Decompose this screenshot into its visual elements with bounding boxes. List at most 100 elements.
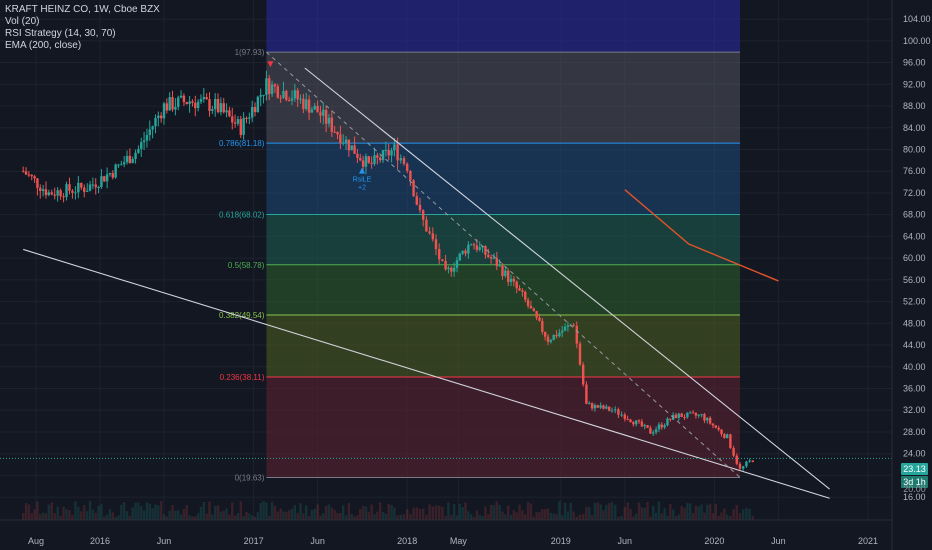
candle-body[interactable]	[723, 434, 726, 439]
candle-body[interactable]	[148, 129, 151, 136]
candlesticks[interactable]	[22, 70, 754, 471]
candle-body[interactable]	[376, 155, 379, 158]
candle-body[interactable]	[458, 253, 462, 261]
candle-body[interactable]	[605, 406, 608, 409]
candle-body[interactable]	[307, 99, 311, 113]
candle-body[interactable]	[94, 184, 97, 188]
candle-body[interactable]	[634, 420, 638, 425]
candle-body[interactable]	[541, 321, 544, 332]
candle-body[interactable]	[714, 425, 718, 428]
candle-body[interactable]	[228, 110, 231, 117]
candle-body[interactable]	[41, 189, 45, 191]
candle-body[interactable]	[680, 413, 683, 418]
candle-body[interactable]	[222, 103, 225, 113]
candle-body[interactable]	[262, 94, 265, 96]
candle-body[interactable]	[361, 160, 365, 167]
candle-body[interactable]	[384, 149, 388, 151]
candle-body[interactable]	[387, 149, 390, 156]
candle-body[interactable]	[649, 427, 652, 434]
price-axis[interactable]: 16.00 24.00 28.00 32.00 36.00 40.00 44.00 48.00…	[891, 0, 931, 550]
candle-body[interactable]	[434, 239, 438, 250]
candle-body[interactable]	[689, 412, 692, 414]
candle-body[interactable]	[674, 414, 678, 418]
legend-ema[interactable]: EMA (200, close)	[5, 40, 82, 51]
candle-body[interactable]	[285, 91, 288, 100]
candle-body[interactable]	[745, 461, 748, 467]
candle-body[interactable]	[353, 145, 356, 154]
candle-body[interactable]	[593, 405, 597, 409]
candle-body[interactable]	[498, 265, 501, 267]
candle-body[interactable]	[336, 132, 339, 135]
candle-body[interactable]	[245, 117, 248, 119]
candle-body[interactable]	[117, 164, 120, 166]
candle-body[interactable]	[330, 117, 334, 132]
candle-body[interactable]	[640, 421, 644, 427]
candle-body[interactable]	[535, 311, 538, 318]
candle-body[interactable]	[711, 423, 715, 426]
candle-body[interactable]	[538, 317, 541, 322]
candle-body[interactable]	[506, 270, 510, 282]
candle-body[interactable]	[65, 184, 68, 198]
candle-body[interactable]	[131, 159, 134, 164]
fib-level-label[interactable]: 0.5(58.78)	[228, 261, 265, 270]
candle-body[interactable]	[472, 244, 476, 246]
candle-body[interactable]	[669, 418, 672, 420]
candle-body[interactable]	[157, 115, 160, 119]
candle-body[interactable]	[599, 405, 602, 408]
candle-body[interactable]	[509, 278, 513, 282]
candle-body[interactable]	[268, 78, 271, 94]
candle-body[interactable]	[438, 249, 441, 260]
candle-body[interactable]	[464, 250, 467, 254]
candle-body[interactable]	[134, 152, 137, 160]
candle-body[interactable]	[409, 170, 412, 181]
candle-body[interactable]	[495, 257, 498, 267]
candle-body[interactable]	[114, 164, 117, 178]
candle-body[interactable]	[68, 184, 71, 191]
candle-body[interactable]	[239, 119, 242, 135]
legend-volume[interactable]: Vol (20)	[5, 16, 40, 27]
candle-body[interactable]	[248, 117, 251, 119]
candle-body[interactable]	[174, 106, 177, 110]
legend-rsi-strategy[interactable]: RSI Strategy (14, 30, 70)	[5, 28, 116, 39]
candle-body[interactable]	[726, 434, 729, 439]
candle-body[interactable]	[748, 460, 751, 462]
candle-body[interactable]	[168, 97, 171, 111]
candle-body[interactable]	[492, 257, 496, 259]
candle-body[interactable]	[122, 162, 126, 165]
candle-body[interactable]	[145, 135, 149, 141]
fib-level-label[interactable]: 0(19.63)	[235, 473, 265, 482]
candle-body[interactable]	[233, 122, 237, 124]
candle-body[interactable]	[399, 158, 402, 161]
candle-body[interactable]	[83, 187, 86, 192]
candle-body[interactable]	[273, 84, 277, 87]
ema-200-line[interactable]	[624, 189, 779, 282]
candle-body[interactable]	[677, 413, 681, 418]
candle-body[interactable]	[412, 180, 415, 197]
candle-body[interactable]	[279, 97, 282, 99]
candle-body[interactable]	[313, 105, 316, 110]
candle-body[interactable]	[602, 405, 605, 409]
candle-body[interactable]	[620, 414, 623, 416]
candle-body[interactable]	[475, 245, 479, 250]
candle-body[interactable]	[487, 254, 490, 258]
candle-body[interactable]	[447, 267, 450, 270]
candle-body[interactable]	[614, 409, 617, 411]
candle-body[interactable]	[350, 145, 353, 151]
candle-body[interactable]	[194, 102, 197, 109]
candle-body[interactable]	[418, 204, 422, 211]
candle-body[interactable]	[74, 192, 77, 194]
candle-body[interactable]	[27, 174, 31, 176]
candle-body[interactable]	[521, 290, 524, 292]
candle-body[interactable]	[720, 429, 723, 435]
candle-body[interactable]	[120, 164, 123, 166]
fib-level-label[interactable]: 0.382(49.54)	[219, 311, 265, 320]
candle-body[interactable]	[56, 190, 59, 196]
candle-body[interactable]	[396, 144, 399, 161]
candle-body[interactable]	[441, 259, 444, 261]
candle-body[interactable]	[629, 419, 632, 423]
candle-body[interactable]	[683, 417, 686, 419]
candle-body[interactable]	[125, 155, 129, 163]
candle-body[interactable]	[185, 102, 188, 105]
candle-body[interactable]	[182, 95, 186, 103]
